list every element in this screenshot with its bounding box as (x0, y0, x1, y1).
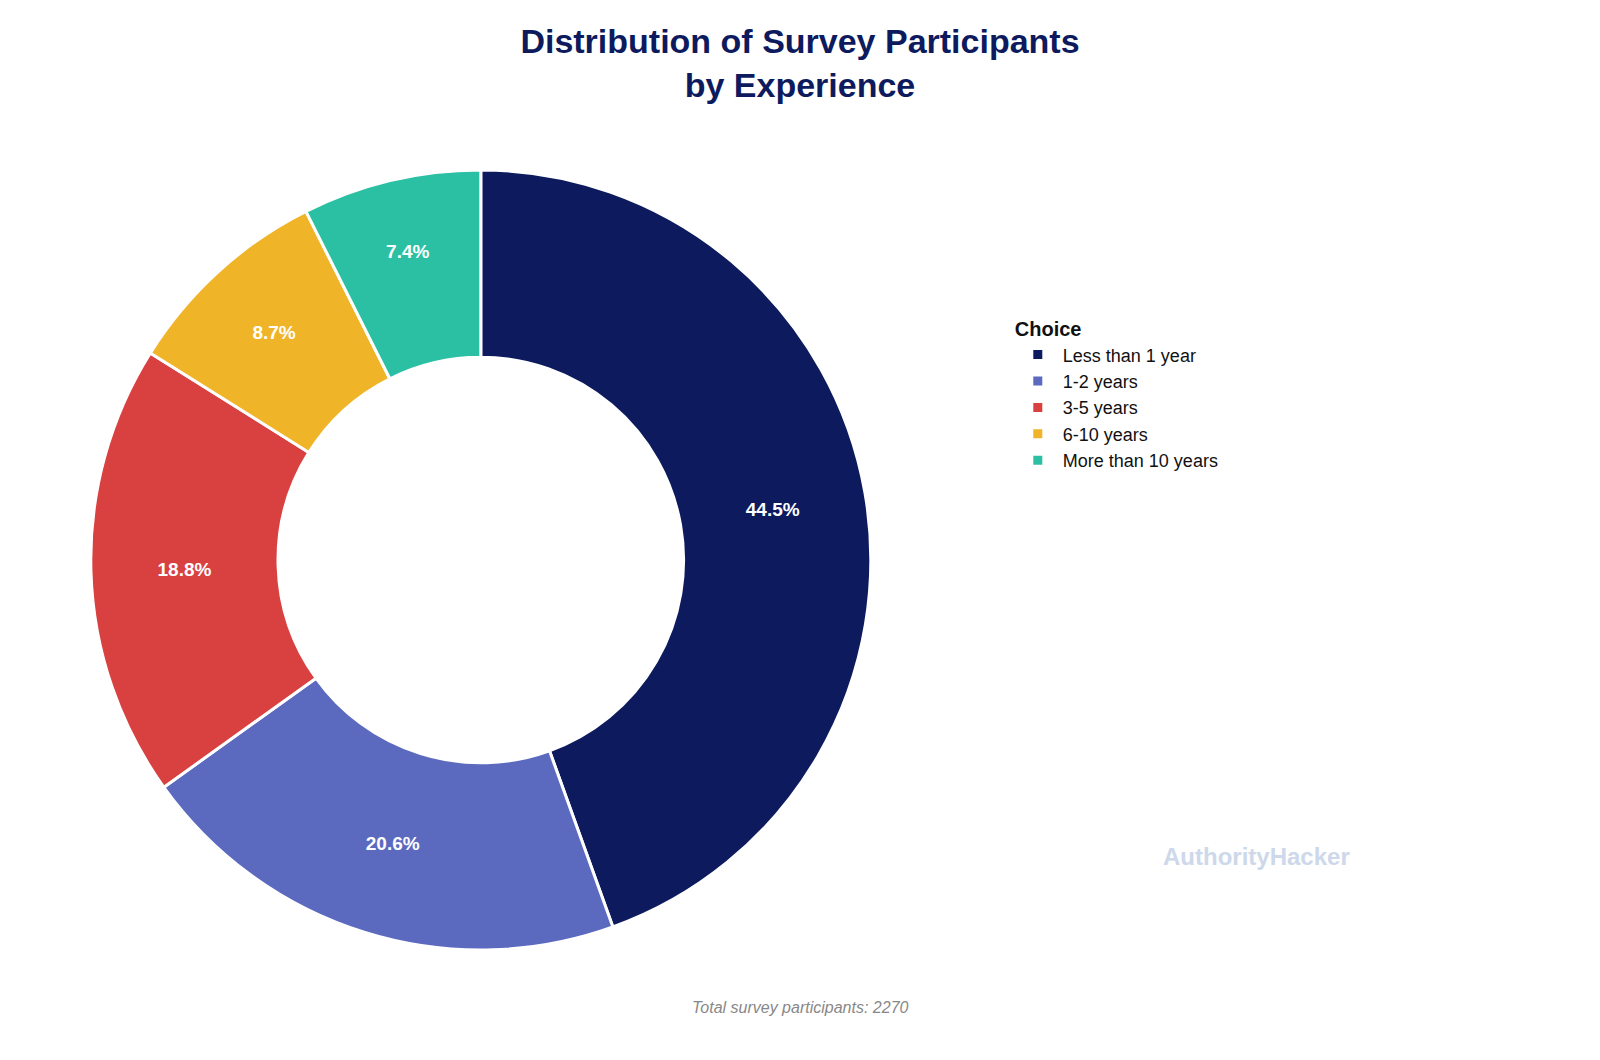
svg-text:More than 10 years: More than 10 years (1063, 451, 1218, 471)
svg-text:Choice: Choice (1015, 318, 1082, 340)
svg-text:Less than 1 year: Less than 1 year (1063, 346, 1196, 366)
svg-text:44.5%: 44.5% (746, 499, 800, 520)
svg-text:1-2 years: 1-2 years (1063, 372, 1138, 392)
svg-text:7.4%: 7.4% (386, 241, 429, 262)
svg-text:20.6%: 20.6% (366, 833, 420, 854)
svg-text:Total survey participants: 227: Total survey participants: 2270 (692, 999, 909, 1016)
svg-text:Distribution of Survey Partici: Distribution of Survey Participantsby Ex… (520, 22, 1079, 104)
svg-text:6-10 years: 6-10 years (1063, 425, 1148, 445)
svg-text:3-5 years: 3-5 years (1063, 398, 1138, 418)
svg-text:AuthorityHacker: AuthorityHacker (1163, 843, 1350, 870)
svg-text:18.8%: 18.8% (158, 559, 212, 580)
svg-text:8.7%: 8.7% (252, 322, 295, 343)
